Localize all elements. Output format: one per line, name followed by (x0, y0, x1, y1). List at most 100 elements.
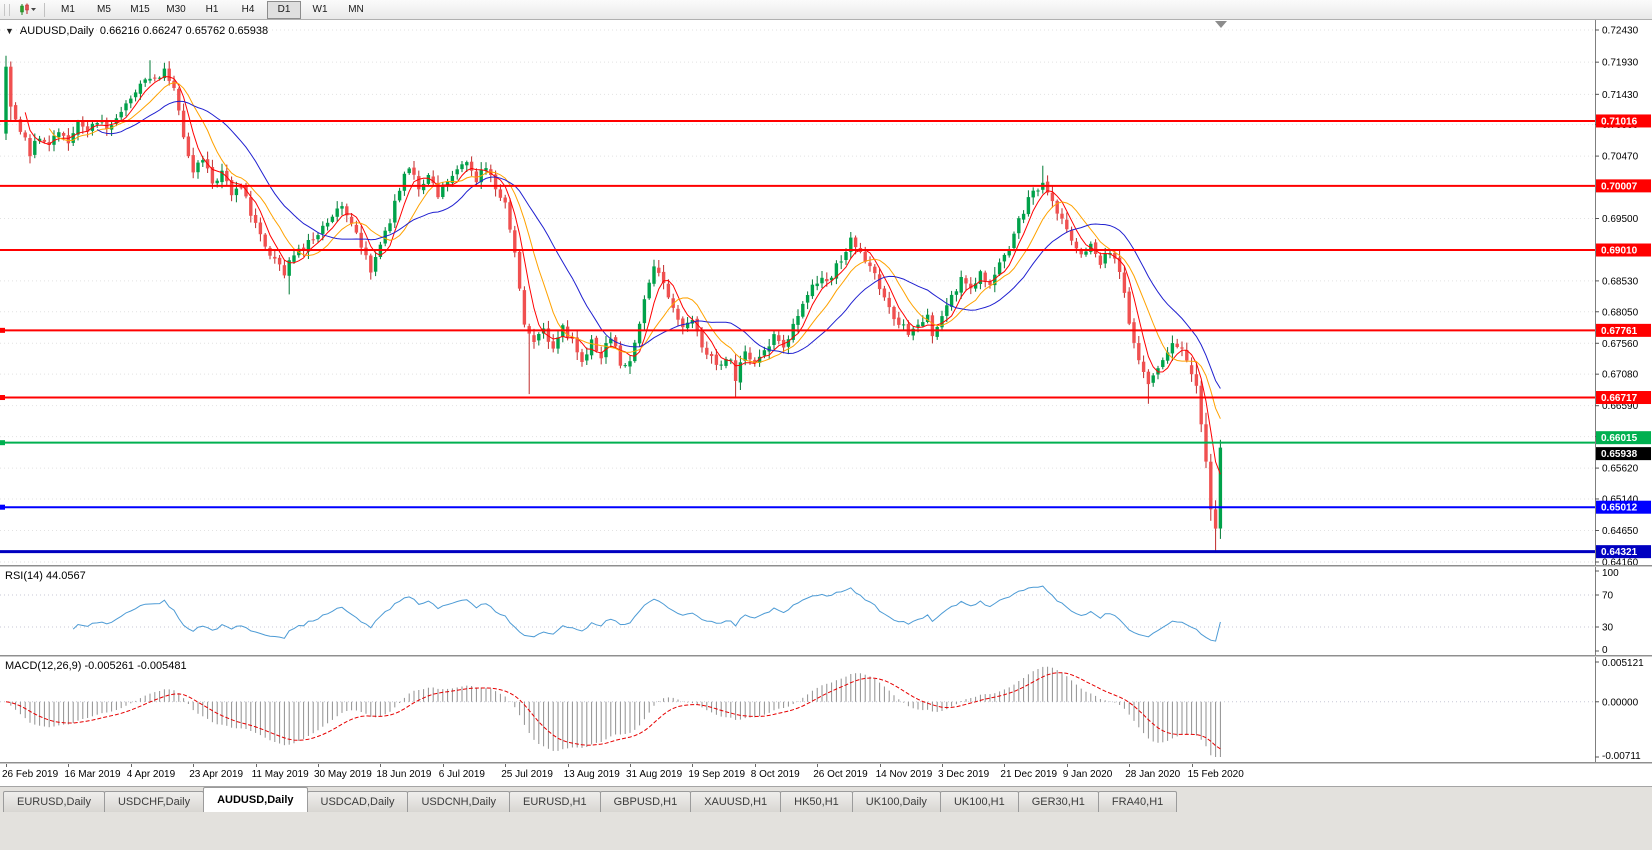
time-axis-tick (193, 764, 195, 767)
date-label: 9 Jan 2020 (1062, 769, 1113, 780)
svg-text:0.71430: 0.71430 (1602, 90, 1639, 101)
svg-text:0.71016: 0.71016 (1601, 116, 1638, 127)
chart-tab-gbpusd-h1[interactable]: GBPUSD,H1 (599, 791, 692, 812)
svg-text:0.69500: 0.69500 (1602, 214, 1639, 225)
svg-text:0.70007: 0.70007 (1601, 181, 1638, 192)
chart-title: ▼ AUDUSD,Daily 0.66216 0.66247 0.65762 0… (5, 25, 268, 37)
date-label: 4 Apr 2019 (126, 769, 176, 780)
chart-tab-uk100-daily[interactable]: UK100,Daily (851, 791, 941, 812)
macd-panel: 0.005121 0.00000 -0.00711 MACD(12,26,9) -0… (0, 657, 1652, 762)
time-axis-tick (442, 764, 444, 767)
panel-splitter[interactable] (0, 655, 1652, 657)
chart-tab-hk50-h1[interactable]: HK50,H1 (780, 791, 853, 812)
svg-text:0.66590: 0.66590 (1602, 401, 1639, 412)
one-click-trading-arrow-icon[interactable]: ▼ (5, 26, 14, 36)
svg-text:0.66717: 0.66717 (1601, 393, 1638, 404)
date-label: 28 Jan 2020 (1125, 769, 1181, 780)
timeframe-button-m5[interactable]: M5 (97, 4, 111, 15)
svg-text:0.67560: 0.67560 (1602, 339, 1639, 350)
date-label: 21 Dec 2019 (1000, 769, 1058, 780)
panel-splitter[interactable] (0, 565, 1652, 567)
svg-text:0.64321: 0.64321 (1601, 547, 1638, 558)
candlestick-chart-icon-glyph (19, 3, 36, 15)
timeframe-button-h4[interactable]: H4 (241, 4, 255, 15)
time-axis-tick (567, 764, 569, 767)
timeframe-button-d1[interactable]: D1 (267, 0, 301, 19)
panel-splitter[interactable] (0, 762, 1652, 764)
time-axis-tick (817, 764, 819, 767)
date-label: 8 Oct 2019 (750, 769, 800, 780)
date-label: 31 Aug 2019 (626, 769, 683, 780)
timeframe-button-mn[interactable]: MN (348, 4, 364, 15)
svg-text:0.67080: 0.67080 (1602, 370, 1639, 381)
chart-tab-ger30-h1[interactable]: GER30,H1 (1017, 791, 1099, 812)
time-axis-tick (318, 764, 319, 767)
date-label: 15 Feb 2020 (1187, 769, 1244, 780)
svg-text:100: 100 (1602, 568, 1619, 579)
chart-ohlc-values: 0.66216 0.66247 0.65762 0.65938 (99, 25, 269, 37)
chart-tab-audusd-daily[interactable]: AUDUSD,Daily (203, 787, 308, 812)
svg-text:0.66015: 0.66015 (1601, 433, 1638, 444)
rsi-panel: 100 70 30 0 RSI(14) 44.0567 (0, 567, 1652, 655)
time-axis-tick (692, 764, 694, 767)
date-label: 14 Nov 2019 (875, 769, 933, 780)
svg-text:0.65620: 0.65620 (1602, 464, 1639, 475)
timeframe-toolbar: M1 M5 M15 M30 H1 H4 D1 W1 MN (0, 0, 1652, 20)
timeframe-buttons-group: M1 M5 M15 M30 H1 H4 D1 W1 MN (50, 0, 374, 19)
time-axis-tick (879, 764, 881, 767)
time-axis-tick (68, 764, 70, 767)
chart-tab-fra40-h1[interactable]: FRA40,H1 (1097, 791, 1178, 812)
svg-text:70: 70 (1602, 591, 1614, 602)
toolbar-drag-handle[interactable] (4, 3, 10, 16)
time-axis-tick (1066, 764, 1068, 767)
date-label: 18 Jun 2019 (376, 769, 432, 780)
time-axis-tick (630, 764, 631, 767)
svg-text:0.64160: 0.64160 (1602, 558, 1639, 565)
svg-text:0.72430: 0.72430 (1602, 26, 1639, 37)
chart-tab-xauusd-h1[interactable]: XAUUSD,H1 (690, 791, 782, 812)
chart-tab-eurusd-daily[interactable]: EURUSD,Daily (3, 791, 105, 812)
svg-text:0: 0 (1602, 645, 1608, 655)
timeframe-button-h1[interactable]: H1 (205, 4, 219, 15)
toolbar-separator (44, 2, 45, 17)
rsi-canvas[interactable]: 100 70 30 0 (0, 567, 1652, 655)
timeframe-button-m1[interactable]: M1 (61, 4, 75, 15)
window-bottom-strip (0, 812, 1652, 850)
date-label: 11 May 2019 (251, 769, 309, 780)
svg-text:-0.00711: -0.00711 (1602, 751, 1641, 762)
macd-canvas[interactable]: 0.005121 0.00000 -0.00711 (0, 657, 1652, 762)
date-label: 30 May 2019 (314, 769, 372, 780)
svg-text:0.64650: 0.64650 (1602, 526, 1639, 537)
svg-text:0.65012: 0.65012 (1601, 503, 1638, 514)
candlestick-chart-icon[interactable] (15, 2, 39, 18)
chart-tab-usdchf-daily[interactable]: USDCHF,Daily (103, 791, 205, 812)
date-label: 19 Sep 2019 (688, 769, 746, 780)
chart-tab-usdcnh-daily[interactable]: USDCNH,Daily (407, 791, 511, 812)
timeframe-button-m30[interactable]: M30 (166, 4, 186, 15)
svg-text:0.69010: 0.69010 (1601, 246, 1638, 257)
chart-tab-usdcad-daily[interactable]: USDCAD,Daily (306, 791, 409, 812)
svg-text:0.00000: 0.00000 (1602, 697, 1639, 708)
rsi-label: RSI(14) 44.0567 (5, 570, 86, 582)
svg-text:30: 30 (1602, 623, 1614, 634)
svg-text:0.005121: 0.005121 (1602, 658, 1644, 669)
date-label: 13 Aug 2019 (563, 769, 620, 780)
timeframe-button-w1[interactable]: W1 (312, 4, 328, 15)
price-chart-canvas[interactable]: 0.724300.719300.714300.709600.704700.695… (0, 20, 1652, 565)
time-axis-tick (380, 764, 382, 767)
timeframe-button-m15[interactable]: M15 (130, 4, 150, 15)
time-axis-tick (6, 764, 7, 767)
chart-tab-uk100-h1[interactable]: UK100,H1 (939, 791, 1019, 812)
time-axis-tick (754, 764, 756, 767)
chart-tab-eurusd-h1[interactable]: EURUSD,H1 (509, 791, 601, 812)
price-chart-panel: 0.724300.719300.714300.709600.704700.695… (0, 20, 1652, 565)
chart-symbol-label: AUDUSD,Daily (19, 25, 94, 37)
time-axis[interactable]: 26 Feb 2019 16 Mar 2019 4 Apr 2019 23 Apr 2… (0, 764, 1652, 786)
svg-text:0.65938: 0.65938 (1601, 449, 1638, 460)
time-axis-tick (1129, 764, 1131, 767)
time-axis-tick (505, 764, 507, 767)
time-axis-tick (255, 764, 257, 767)
svg-text:0.71930: 0.71930 (1602, 58, 1639, 69)
time-axis-tick (1191, 764, 1193, 767)
